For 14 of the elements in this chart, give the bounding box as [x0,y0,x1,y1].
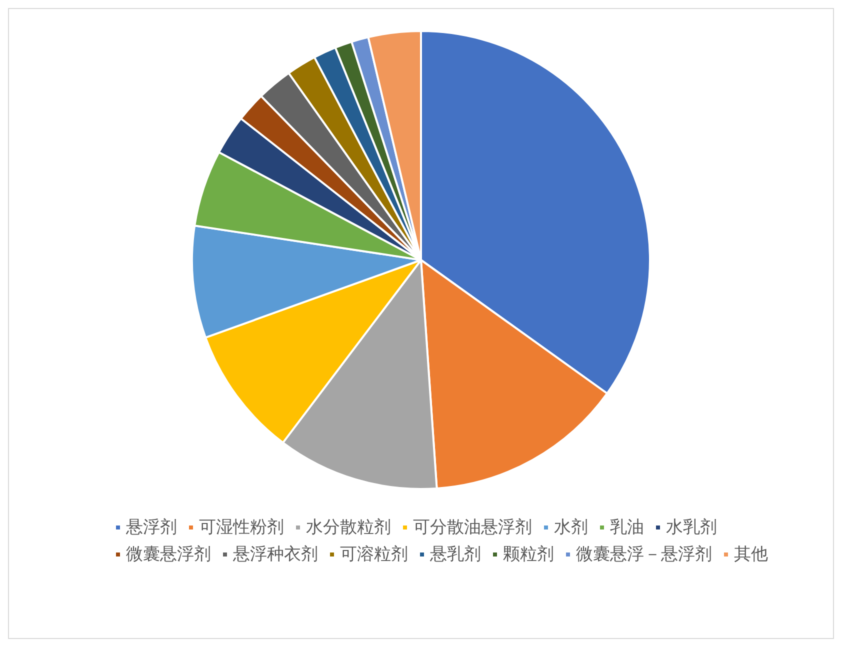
legend-label: 水剂 [554,518,588,538]
legend-label: 其他 [734,544,768,564]
legend-label: 水分散粒剂 [306,518,391,538]
legend-label: 悬浮剂 [125,518,177,538]
legend-label: 可湿性粉剂 [199,518,284,538]
legend-label: 乳油 [610,518,644,538]
legend-label: 微囊悬浮－悬浮剂 [576,544,712,564]
legend-label: 可溶粒剂 [340,544,408,564]
legend-label: 颗粒剂 [503,544,554,564]
legend-label: 悬乳剂 [429,544,481,564]
legend-label: 水乳剂 [666,518,717,538]
legend-label: 可分散油悬浮剂 [413,518,532,538]
legend-label: 微囊悬浮剂 [126,544,211,564]
legend-label: 悬浮种衣剂 [232,544,318,564]
